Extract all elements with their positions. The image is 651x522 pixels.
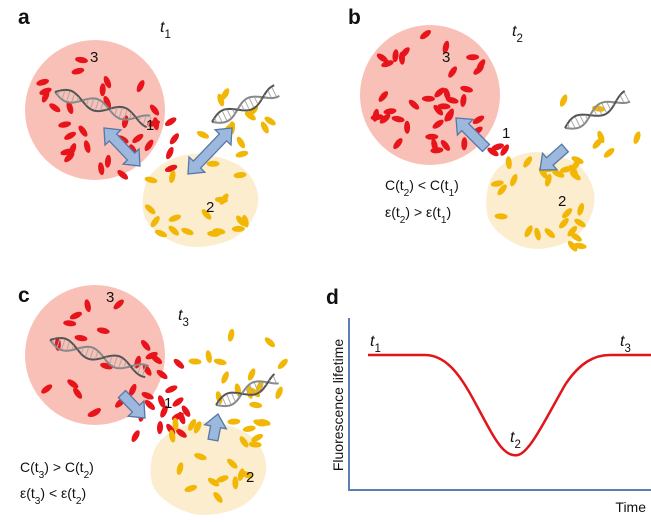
curve-time-label: t2 <box>510 429 521 451</box>
text-part: ) > ε(t <box>405 204 441 220</box>
particle <box>263 336 277 349</box>
x-axis-label: Time <box>615 499 646 515</box>
text-part: ) <box>89 459 94 475</box>
dna-rung <box>232 393 235 401</box>
particle <box>246 367 257 381</box>
dna-rung <box>218 114 222 122</box>
condition: ε(t2) > ε(t1) <box>385 204 451 226</box>
text-part: ) > C(t <box>44 459 83 475</box>
particle <box>172 357 186 370</box>
time-label: t1 <box>160 19 171 41</box>
text-part: ) <box>446 204 451 220</box>
particle <box>227 328 236 342</box>
text-part: ) <box>81 485 86 501</box>
region-number: 1 <box>502 125 510 142</box>
figure: Fluorescence lifetime Time at1123bt2123c… <box>0 0 651 522</box>
subscript: 2 <box>516 33 522 45</box>
text-part: C(t <box>20 459 39 475</box>
dna-rung <box>273 376 276 383</box>
particle <box>164 116 178 128</box>
dna-rung <box>249 98 253 107</box>
dna-rung <box>227 395 231 404</box>
particle <box>168 132 181 146</box>
text-part: ) <box>454 177 459 193</box>
particle <box>188 358 201 365</box>
particle <box>632 131 642 145</box>
panel-label: a <box>18 6 30 29</box>
region-number: 2 <box>246 469 254 486</box>
dna-rung <box>580 116 584 124</box>
dna-rung <box>254 97 257 104</box>
particle <box>242 425 256 433</box>
particle <box>130 429 142 443</box>
particle <box>235 135 247 149</box>
dna-rung <box>272 87 276 96</box>
region-number: 3 <box>106 289 114 306</box>
subscript: 1 <box>164 29 170 41</box>
dna-rung <box>607 102 610 109</box>
text-part: ε(t <box>385 204 400 220</box>
subscript: 2 <box>514 439 520 451</box>
dna-rung <box>227 110 231 118</box>
curve-time-label: t3 <box>620 333 631 355</box>
region-number: 3 <box>442 49 450 66</box>
particle <box>205 350 213 364</box>
dna-rung <box>268 91 271 98</box>
time-label: t3 <box>178 307 189 329</box>
particle <box>196 129 210 140</box>
particle <box>249 401 263 409</box>
dna-rung <box>222 111 226 120</box>
region-number: 2 <box>206 199 214 216</box>
condition: C(t2) < C(t1) <box>385 177 459 199</box>
text-part: C(t <box>385 177 404 193</box>
particle <box>164 384 178 395</box>
panel-label: d <box>326 286 339 309</box>
curve-time-label: t1 <box>370 333 381 355</box>
condition: ε(t3) < ε(t2) <box>20 485 86 507</box>
y-axis-label: Fluorescence lifetime <box>330 339 346 471</box>
subscript: 3 <box>624 343 630 355</box>
dna-rung <box>624 92 628 101</box>
particle <box>602 146 616 159</box>
text-part: ) < C(t <box>409 177 448 193</box>
region-number: 1 <box>164 395 172 412</box>
condition: C(t3) > C(t2) <box>20 459 94 481</box>
dna-rung <box>245 101 249 109</box>
particle <box>227 418 240 425</box>
dna-rung <box>223 398 226 406</box>
dna-rung <box>620 96 623 103</box>
dna-rung <box>575 117 580 126</box>
panel-label: b <box>348 6 361 29</box>
text-part: ε(t <box>20 485 35 501</box>
particle <box>157 421 164 434</box>
particle <box>274 386 284 400</box>
time-label: t2 <box>512 23 523 45</box>
region-number: 2 <box>558 193 566 210</box>
particle <box>276 357 289 371</box>
particle <box>220 370 231 384</box>
subscript: 3 <box>182 317 188 329</box>
region-number: 3 <box>90 49 98 66</box>
panel-label: c <box>18 284 30 307</box>
text-part: ) < ε(t <box>40 485 76 501</box>
particle <box>213 358 227 367</box>
dna-rung <box>241 104 244 109</box>
particle <box>558 93 569 107</box>
particle <box>164 146 175 160</box>
particle <box>235 150 249 159</box>
region-number: 1 <box>146 117 154 134</box>
subscript: 1 <box>374 343 380 355</box>
dna-rung <box>571 120 575 128</box>
